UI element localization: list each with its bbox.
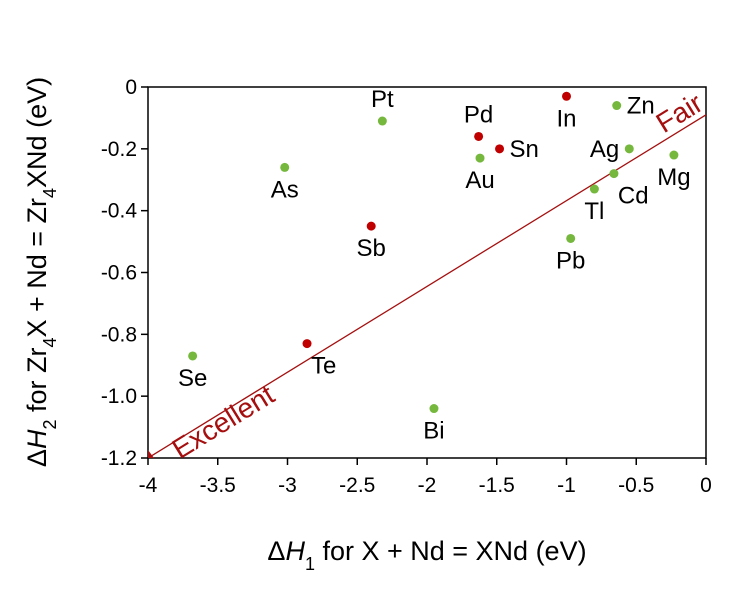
x-tick-label: -2.5 (339, 474, 375, 497)
y-axis: 0 -0.2 -0.4 -0.6 -0.8 -1.0 -1.2 (101, 76, 148, 470)
annotation-fair: Fair (651, 87, 708, 139)
point-pd (474, 131, 484, 141)
point-sn (495, 144, 505, 154)
point-label-se: Se (178, 365, 207, 392)
x-tick-label: -3.5 (200, 474, 236, 497)
point-label-au: Au (465, 167, 494, 194)
point-label-pd: Pd (464, 101, 493, 128)
point-zn (612, 101, 622, 111)
point-label-ag: Ag (590, 136, 619, 163)
x-tick-label: 0 (700, 474, 712, 497)
y-axis-title: ΔH2 for Zr4X + Nd = Zr4XNd (eV) (22, 77, 60, 467)
point-bi (429, 404, 439, 414)
point-label-te: Te (311, 353, 336, 380)
point-pb (566, 233, 576, 243)
point-label-pb: Pb (556, 247, 585, 274)
point-mg (669, 150, 679, 160)
y-tick-label: -1.0 (101, 385, 137, 408)
reference-line-arrowhead (148, 450, 154, 458)
data-points: Pt Pd In Zn Ag Sn Au As Mg Cd Tl Sb Pb Te Se Bi (178, 86, 691, 445)
point-label-mg: Mg (657, 164, 690, 191)
point-in (562, 91, 571, 101)
x-tick-label: -2 (418, 474, 437, 497)
point-label-pt: Pt (371, 86, 394, 113)
point-as (280, 162, 290, 172)
point-tl (589, 184, 599, 194)
y-tick-label: -0.8 (101, 323, 137, 346)
point-label-in: In (556, 105, 576, 132)
point-se (188, 351, 198, 361)
point-label-as: As (271, 176, 299, 203)
point-ag (624, 144, 634, 154)
point-cd (609, 169, 619, 179)
point-label-sn: Sn (510, 136, 539, 163)
x-tick-label: -0.5 (618, 474, 654, 497)
point-label-cd: Cd (618, 183, 649, 210)
point-label-zn: Zn (627, 93, 655, 120)
point-sb (366, 221, 376, 231)
x-tick-label: -1.5 (479, 474, 515, 497)
point-label-tl: Tl (584, 198, 604, 225)
point-label-bi: Bi (423, 418, 444, 445)
x-tick-label: -3 (278, 474, 297, 497)
x-tick-label: -1 (557, 474, 576, 497)
x-axis-title: ΔH1 for X + Nd = XNd (eV) (267, 536, 586, 574)
x-axis: -4 -3.5 -3 -2.5 -2 -1.5 -1 -0.5 0 (139, 458, 712, 497)
x-tick-label: -4 (139, 474, 158, 497)
point-label-sb: Sb (357, 235, 386, 262)
y-tick-label: -0.4 (101, 200, 138, 223)
point-au (475, 153, 485, 163)
y-tick-label: 0 (125, 76, 137, 99)
point-te (302, 339, 312, 349)
point-pt (377, 116, 387, 126)
y-tick-label: -0.6 (101, 262, 137, 285)
y-tick-label: -0.2 (101, 138, 137, 161)
y-tick-label: -1.2 (101, 447, 137, 470)
